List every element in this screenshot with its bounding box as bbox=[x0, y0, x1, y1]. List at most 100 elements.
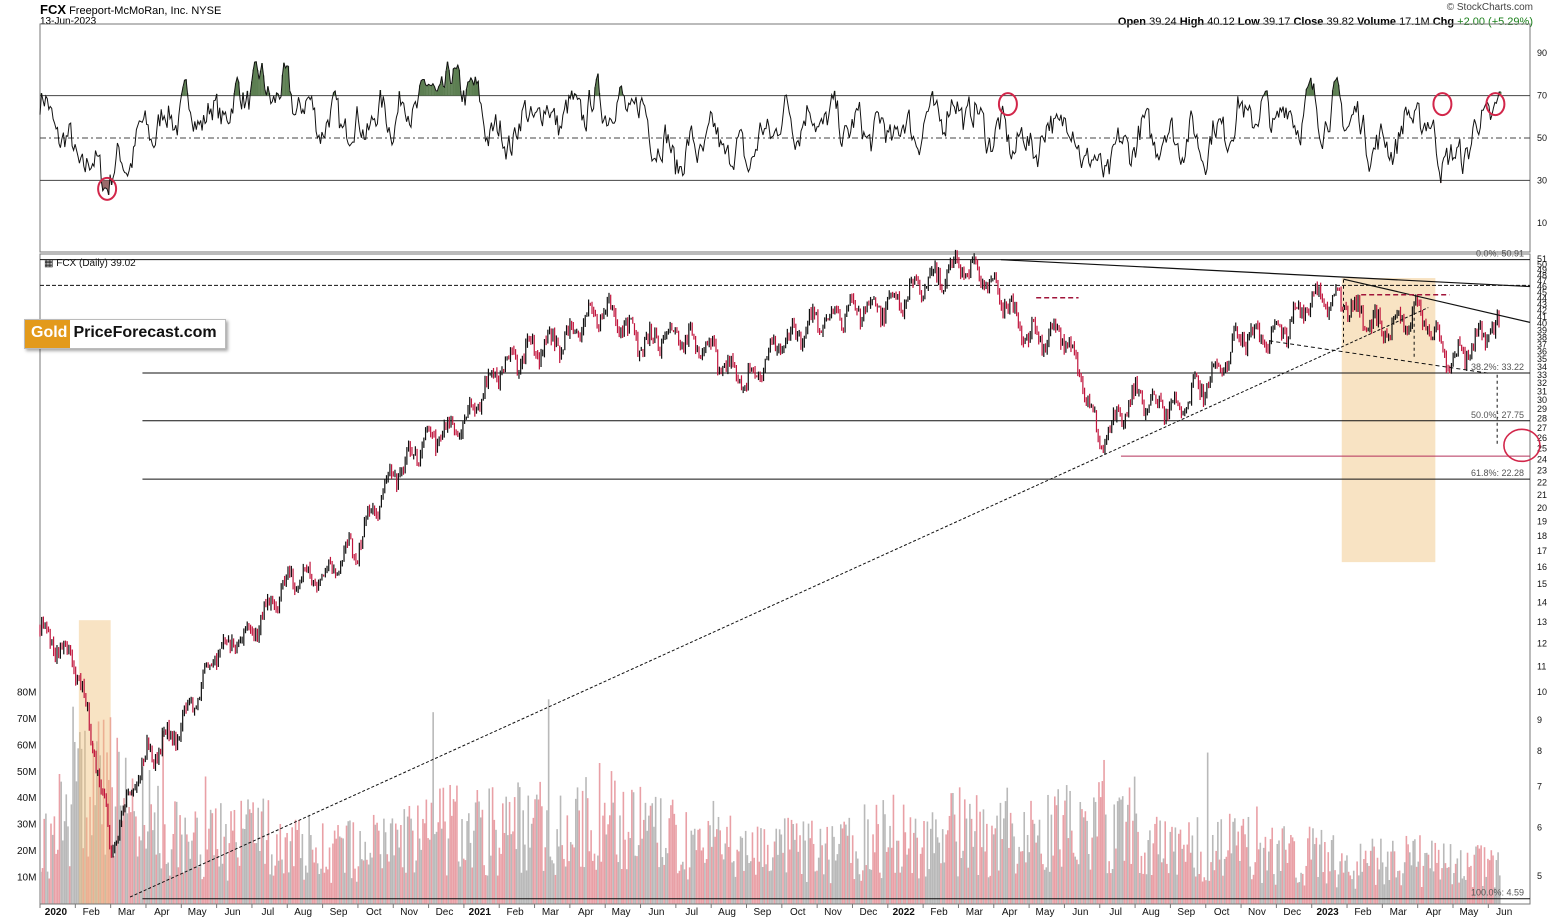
volume-bar bbox=[564, 866, 567, 904]
volume-bar bbox=[109, 717, 112, 904]
volume-bar bbox=[749, 861, 752, 904]
volume-bar bbox=[1492, 855, 1494, 904]
volume-bar bbox=[1133, 776, 1136, 904]
volume-bar bbox=[1082, 817, 1085, 904]
volume-bar bbox=[383, 818, 385, 904]
volume-bar bbox=[982, 809, 985, 904]
volume-bar bbox=[454, 801, 457, 904]
volume-bar bbox=[289, 841, 292, 904]
volume-bar bbox=[1448, 867, 1450, 904]
volume-bar bbox=[916, 837, 919, 904]
volume-bar bbox=[568, 861, 570, 904]
volume-bar bbox=[770, 870, 772, 904]
chart-date: 13-Jun-2023 bbox=[40, 16, 97, 27]
volume-bar bbox=[997, 870, 1000, 904]
volume-bar bbox=[532, 817, 535, 904]
volume-bar bbox=[1465, 879, 1467, 904]
volume-bar bbox=[58, 773, 61, 904]
volume-bar bbox=[264, 863, 266, 904]
volume-bar bbox=[1422, 865, 1425, 904]
volume-bar bbox=[1366, 863, 1369, 904]
volume-bar bbox=[1317, 876, 1319, 904]
volume-bar bbox=[1077, 864, 1080, 904]
volume-bar bbox=[1361, 871, 1364, 904]
volume-bar bbox=[766, 844, 769, 904]
volume-bar bbox=[969, 803, 971, 904]
volume-bar bbox=[72, 706, 74, 904]
volume-bar bbox=[865, 865, 868, 904]
volume-bar bbox=[1189, 852, 1192, 904]
x-tick-label: Jun bbox=[648, 907, 664, 918]
volume-bar bbox=[400, 825, 402, 904]
volume-bar bbox=[1223, 858, 1226, 904]
volume-bar bbox=[1451, 884, 1454, 904]
volume-bar bbox=[729, 815, 732, 904]
x-tick-label: Apr bbox=[1426, 907, 1442, 918]
logo-gold-part: Gold bbox=[25, 320, 71, 348]
volume-bar bbox=[614, 780, 616, 904]
volume-bar bbox=[1047, 794, 1049, 904]
volume-bar bbox=[999, 802, 1002, 904]
volume-bar bbox=[269, 874, 271, 904]
volume-bar bbox=[1327, 852, 1330, 904]
volume-bar bbox=[1145, 874, 1148, 904]
volume-bar bbox=[1159, 820, 1161, 904]
volume-bar bbox=[1099, 797, 1102, 904]
volume-bar bbox=[48, 878, 51, 904]
volume-bar bbox=[887, 847, 890, 904]
volume-bar bbox=[765, 864, 767, 904]
volume-bar bbox=[1390, 851, 1392, 904]
volume-bar bbox=[1006, 787, 1009, 904]
price-tick-label: 35 bbox=[1537, 354, 1547, 364]
volume-bar bbox=[165, 863, 168, 904]
volume-bar bbox=[191, 840, 193, 904]
volume-bar bbox=[1278, 840, 1280, 904]
volume-bar bbox=[145, 848, 147, 904]
volume-bar bbox=[1020, 851, 1022, 904]
volume-bar bbox=[1031, 819, 1034, 904]
volume-bar bbox=[282, 873, 285, 904]
volume-bar bbox=[1235, 845, 1238, 904]
volume-bar bbox=[428, 839, 431, 904]
price-tick-label: 28 bbox=[1537, 413, 1547, 423]
volume-bar bbox=[233, 809, 236, 904]
volume-bar bbox=[1376, 857, 1379, 904]
volume-bar bbox=[1104, 814, 1107, 904]
volume-bar bbox=[1132, 820, 1134, 904]
volume-bar bbox=[354, 868, 356, 904]
volume-bar bbox=[1383, 884, 1386, 904]
volume-bar bbox=[203, 876, 205, 904]
long-term-support-line bbox=[129, 307, 1429, 898]
volume-bar bbox=[921, 847, 924, 904]
volume-bar bbox=[527, 795, 530, 904]
volume-bar bbox=[634, 855, 637, 904]
volume-bar bbox=[442, 787, 445, 904]
volume-bar bbox=[868, 869, 871, 904]
price-tick-label: 8 bbox=[1537, 746, 1542, 756]
volume-bar bbox=[913, 832, 915, 904]
volume-bar bbox=[501, 803, 504, 904]
price-tick-label: 47 bbox=[1537, 276, 1547, 286]
volume-bar bbox=[445, 875, 448, 904]
volume-bar bbox=[785, 872, 788, 904]
volume-bar bbox=[293, 866, 295, 904]
volume-bar bbox=[68, 866, 71, 904]
volume-bar bbox=[1261, 882, 1263, 904]
volume-bar bbox=[338, 836, 341, 904]
volume-bar bbox=[372, 814, 375, 904]
x-tick-label: Dec bbox=[1283, 907, 1301, 918]
volume-bar bbox=[1281, 828, 1284, 904]
volume-bar bbox=[1098, 782, 1100, 904]
volume-bar bbox=[1142, 873, 1144, 904]
volume-bar bbox=[989, 875, 992, 904]
volume-bar bbox=[469, 842, 472, 904]
volume-bar bbox=[693, 828, 696, 904]
volume-bar bbox=[1021, 851, 1024, 904]
volume-bar bbox=[325, 866, 327, 904]
volume-bar bbox=[225, 824, 227, 904]
volume-bar bbox=[440, 828, 443, 904]
price-tick-label: 20 bbox=[1537, 503, 1547, 513]
x-tick-label: May bbox=[1036, 907, 1055, 918]
volume-bar bbox=[243, 829, 246, 904]
volume-bar bbox=[92, 743, 95, 904]
